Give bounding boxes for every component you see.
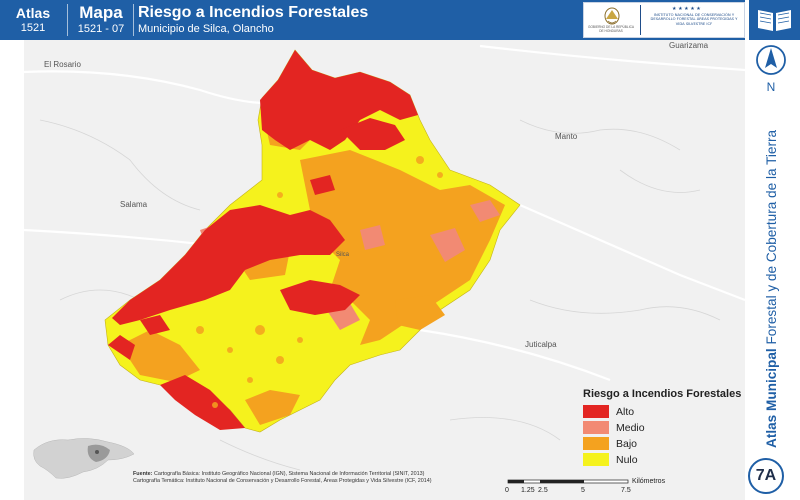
north-arrow: N xyxy=(756,42,786,94)
header-divider xyxy=(67,4,68,36)
roads xyxy=(24,44,745,382)
place-manto: Manto xyxy=(555,132,578,141)
source-note: Fuente: Cartografía Básica: Instituto Ge… xyxy=(133,471,483,484)
place-salama: Salama xyxy=(120,200,148,209)
place-el-rosario: El Rosario xyxy=(44,60,81,69)
legend-swatch-alto xyxy=(583,405,609,418)
north-letter: N xyxy=(766,80,776,94)
scale-unit: Kilómetros xyxy=(632,478,666,485)
scale-tick-3: 5 xyxy=(581,487,585,494)
header-divider xyxy=(133,4,134,36)
atlas-side-title: Atlas Municipal Forestal y de Cobertura … xyxy=(760,68,784,448)
place-guarizama: Guarizama xyxy=(669,41,709,50)
drainage-lines xyxy=(39,119,721,471)
institute-text: INSTITUTO NACIONAL DE CONSERVACIÓN Y DES… xyxy=(650,13,738,26)
legend-label-nulo: Nulo xyxy=(616,453,638,466)
legend-swatch-medio xyxy=(583,421,609,434)
scale-bar-graphic xyxy=(507,479,629,484)
coat-of-arms-icon xyxy=(604,7,620,25)
svg-text:★ ★ ★ ★ ★: ★ ★ ★ ★ ★ xyxy=(672,6,701,11)
title-block: Riesgo a Incendios Forestales Municipio … xyxy=(138,0,578,40)
source-line1: Cartografía Básica: Instituto Geográfico… xyxy=(153,471,425,477)
risk-map xyxy=(24,44,745,471)
side-title-bold: Atlas Municipal xyxy=(764,348,779,448)
scale-tick-4: 7.5 xyxy=(621,487,631,494)
north-arrow-icon xyxy=(756,45,786,75)
institution-logos: GOBIERNO DE LA REPÚBLICA DE HONDURAS ★ ★… xyxy=(583,2,745,38)
legend-title: Riesgo a Incendios Forestales xyxy=(583,388,742,400)
legend-item: Alto xyxy=(583,404,748,419)
map-number: 1521 - 07 xyxy=(77,23,125,35)
source-line2: Cartografía Temática: Instituto Nacional… xyxy=(133,477,432,484)
source-label: Fuente: xyxy=(133,471,153,477)
scale-bar: 0 1.25 2.5 5 7.5 Kilómetros xyxy=(505,478,665,498)
legend-swatch-bajo xyxy=(583,437,609,450)
legend-label-medio: Medio xyxy=(616,421,645,434)
legend: Riesgo a Incendios Forestales Alto Medio… xyxy=(583,388,748,468)
place-silca: Silca xyxy=(336,252,350,258)
legend-swatch-nulo xyxy=(583,453,609,466)
legend-item: Medio xyxy=(583,420,748,435)
legend-item: Nulo xyxy=(583,452,748,467)
logo-divider xyxy=(640,5,641,35)
scale-tick-0: 0 xyxy=(505,487,509,494)
scale-tick-1: 1.25 xyxy=(521,487,535,494)
map-label: Mapa xyxy=(79,3,123,22)
map-title: Riesgo a Incendios Forestales xyxy=(138,4,369,21)
zone-alto xyxy=(108,50,418,430)
open-book-icon xyxy=(758,10,791,31)
scale-tick-2: 2.5 xyxy=(538,487,548,494)
stars-icon: ★ ★ ★ ★ ★ xyxy=(672,6,701,11)
legend-label-alto: Alto xyxy=(616,405,635,418)
atlas-label: Atlas xyxy=(15,5,51,21)
side-title-rest: Forestal y de Cobertura de la Tierra xyxy=(764,129,779,349)
texture-speckles xyxy=(167,156,443,408)
map-page-badge: 7A xyxy=(748,458,784,494)
map-frame: El Rosario Guarizama Manto Salama Silca … xyxy=(24,40,745,500)
atlas-number: 1521 xyxy=(20,22,46,34)
atlas-book-icon-box xyxy=(749,0,800,40)
legend-label-bajo: Bajo xyxy=(616,437,638,450)
map-subtitle: Municipio de Silca, Olancho xyxy=(138,23,274,35)
place-juticalpa: Juticalpa xyxy=(525,340,557,349)
atlas-block: Atlas 1521 xyxy=(0,0,66,40)
legend-item: Bajo xyxy=(583,436,748,451)
honduras-inset-map xyxy=(33,438,135,479)
government-text: GOBIERNO DE LA REPÚBLICA DE HONDURAS xyxy=(587,25,635,33)
map-block: Mapa 1521 - 07 xyxy=(70,0,132,40)
